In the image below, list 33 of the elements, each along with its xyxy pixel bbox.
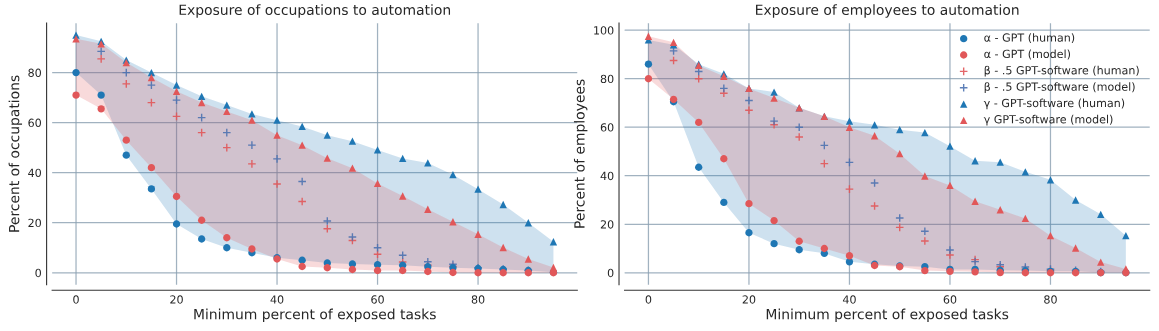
x-tick-label: 40 xyxy=(270,295,284,304)
y-axis-title: Percent of occupations xyxy=(8,75,23,232)
y-tick-label: 20 xyxy=(28,218,41,228)
legend-label: β - .5 GPT-software (human) xyxy=(984,65,1139,77)
y-tick-label: 60 xyxy=(600,123,614,132)
y-tick-label: 40 xyxy=(600,171,614,181)
x-tick-label: 0 xyxy=(73,295,79,304)
x-tick-label: 20 xyxy=(170,295,183,304)
chart-title: Exposure of employees to automation xyxy=(756,4,1019,18)
x-tick-label: 80 xyxy=(1044,295,1057,304)
x-tick-label: 20 xyxy=(742,295,756,304)
chart-title: Exposure of occupations to automation xyxy=(179,4,451,18)
y-tick-label: 100 xyxy=(594,26,614,35)
y-tick-label: 0 xyxy=(607,268,614,278)
legend-label: γ GPT-software (model) xyxy=(983,114,1113,126)
legend-label: β - .5 GPT-software (model) xyxy=(984,82,1135,93)
y-tick-label: 20 xyxy=(600,220,614,229)
y-axis-title: Percent of employees xyxy=(573,79,588,228)
y-tick-label: 0 xyxy=(35,268,41,278)
y-tick-label: 80 xyxy=(28,68,41,77)
legend-label: α - GPT (model) xyxy=(984,49,1071,60)
legend-label: γ - GPT-software (human) xyxy=(983,98,1125,110)
x-axis-title: Minimum percent of exposed tasks xyxy=(766,308,1009,323)
x-tick-label: 80 xyxy=(471,295,485,304)
y-tick-label: 80 xyxy=(600,74,614,84)
y-tick-label: 60 xyxy=(28,118,41,128)
x-axis-title: Minimum percent of exposed tasks xyxy=(194,308,436,323)
y-tick-label: 40 xyxy=(28,168,41,178)
legend-label: α - GPT (human) xyxy=(984,33,1075,44)
x-tick-label: 60 xyxy=(371,295,384,304)
x-tick-label: 60 xyxy=(943,295,957,304)
x-tick-label: 40 xyxy=(842,295,856,304)
x-tick-label: 0 xyxy=(645,295,652,304)
